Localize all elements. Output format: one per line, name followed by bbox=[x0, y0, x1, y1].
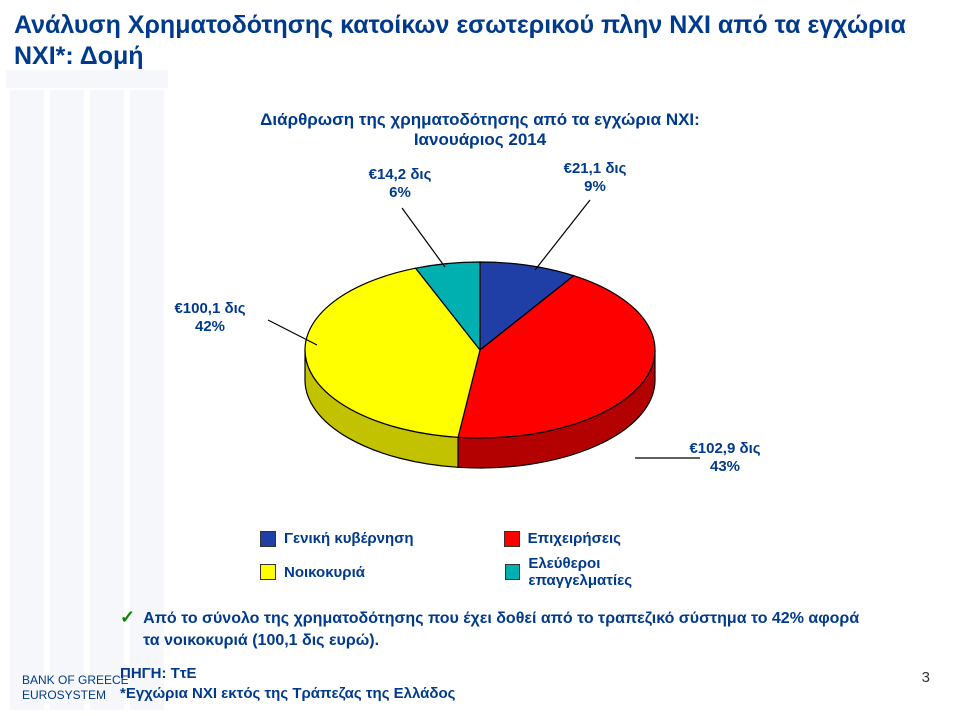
chart-subtitle: Διάρθρωση της χρηματοδότησης από τα εγχώ… bbox=[210, 110, 750, 150]
page-number: 3 bbox=[922, 669, 930, 686]
page-title: Ανάλυση Χρηματοδότησης κατοίκων εσωτερικ… bbox=[14, 10, 934, 73]
check-icon: ✓ bbox=[120, 608, 135, 626]
callout-free: €14,2 δις 6% bbox=[340, 166, 460, 202]
legend: Γενική κυβέρνηση Επιχειρήσεις Νοικοκυριά… bbox=[260, 530, 700, 597]
org-footer: BANK OF GREECE EUROSYSTEM bbox=[22, 673, 129, 704]
subtitle-line2: Ιανουάριος 2014 bbox=[210, 130, 750, 150]
legend-item-gov: Γενική κυβέρνηση bbox=[260, 530, 414, 547]
swatch-house bbox=[260, 564, 276, 580]
source-footer: ΠΗΓΗ: ΤτΕ *Εγχώρια ΝΧΙ εκτός της Τράπεζα… bbox=[120, 664, 455, 705]
swatch-gov bbox=[260, 531, 276, 547]
legend-item-free: Ελεύθεροι επαγγελματίες bbox=[505, 555, 700, 589]
callout-biz: €102,9 δις 43% bbox=[665, 440, 785, 476]
bullet-text: Από το σύνολο της χρηματοδότησης που έχε… bbox=[143, 608, 880, 651]
swatch-biz bbox=[504, 531, 520, 547]
bullet-list: ✓ Από το σύνολο της χρηματοδότησης που έ… bbox=[120, 608, 880, 651]
callout-gov: €21,1 δις 9% bbox=[535, 160, 655, 196]
callout-house: €100,1 δις 42% bbox=[150, 300, 270, 336]
legend-item-house: Νοικοκυριά bbox=[260, 555, 365, 589]
swatch-free bbox=[505, 564, 520, 580]
slide: Ανάλυση Χρηματοδότησης κατοίκων εσωτερικ… bbox=[0, 0, 960, 716]
pie-chart: €14,2 δις 6% €21,1 δις 9% €100,1 δις 42%… bbox=[160, 170, 800, 540]
legend-item-biz: Επιχειρήσεις bbox=[504, 530, 621, 547]
subtitle-line1: Διάρθρωση της χρηματοδότησης από τα εγχώ… bbox=[210, 110, 750, 130]
bullet-item: ✓ Από το σύνολο της χρηματοδότησης που έ… bbox=[120, 608, 880, 651]
